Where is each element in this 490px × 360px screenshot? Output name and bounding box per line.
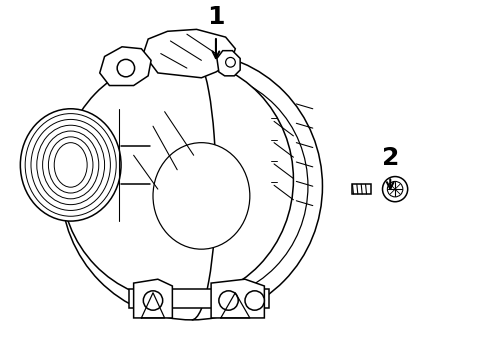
Polygon shape — [217, 51, 240, 76]
Ellipse shape — [61, 58, 294, 301]
Circle shape — [219, 291, 238, 310]
Circle shape — [245, 291, 265, 310]
Circle shape — [383, 176, 408, 202]
Circle shape — [225, 58, 235, 67]
Text: 2: 2 — [382, 146, 399, 170]
Polygon shape — [211, 279, 265, 318]
Text: 1: 1 — [207, 5, 225, 30]
Circle shape — [117, 59, 135, 77]
Circle shape — [143, 291, 163, 310]
Polygon shape — [100, 47, 151, 86]
Polygon shape — [351, 184, 371, 194]
Ellipse shape — [153, 143, 250, 249]
Ellipse shape — [61, 53, 322, 320]
Polygon shape — [134, 279, 172, 318]
Ellipse shape — [20, 109, 121, 221]
Polygon shape — [143, 30, 235, 78]
Polygon shape — [129, 289, 269, 308]
